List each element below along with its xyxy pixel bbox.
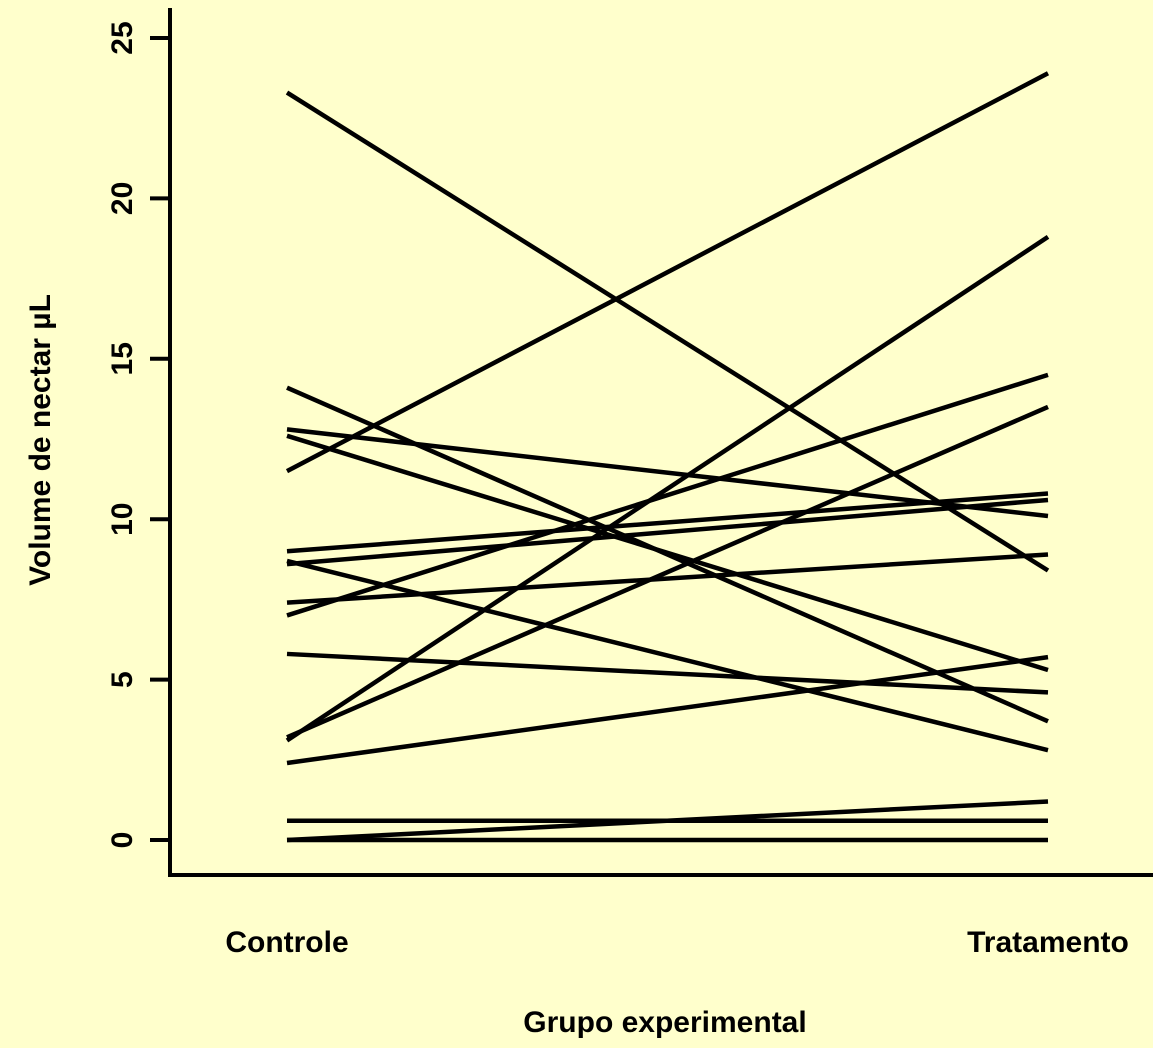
y-tick-label: 25 — [106, 21, 139, 54]
x-axis-title: Grupo experimental — [523, 1006, 806, 1039]
series-line-11 — [286, 651, 1049, 695]
series-line-13 — [286, 404, 1049, 740]
series-line-9 — [286, 552, 1049, 605]
series-layer — [285, 71, 1050, 843]
y-tick-label: 15 — [106, 342, 139, 375]
series-line-10 — [286, 372, 1049, 618]
series-line-16 — [286, 799, 1049, 843]
series-line-12 — [285, 235, 1050, 743]
series-line-6 — [286, 491, 1049, 554]
series-line-7 — [286, 558, 1049, 753]
labels: 0 5 10 15 20 25 Controle Tratamento Grupo experi… — [24, 21, 1129, 1039]
x-tick-label-controle: Controle — [225, 926, 348, 959]
series-line-14 — [286, 654, 1049, 766]
series-line-1 — [285, 90, 1050, 573]
series-line-5 — [286, 433, 1049, 673]
series-line-8 — [286, 497, 1049, 567]
y-tick-label: 5 — [106, 671, 139, 688]
x-tick-label-tratamento: Tratamento — [967, 926, 1129, 959]
y-tick-label: 20 — [106, 182, 139, 215]
y-axis-title: Volume de nectar µL — [24, 294, 57, 586]
y-tick-label: 0 — [106, 832, 139, 849]
axes — [150, 8, 1153, 877]
series-line-2 — [285, 71, 1050, 474]
y-tick-label: 10 — [106, 503, 139, 536]
